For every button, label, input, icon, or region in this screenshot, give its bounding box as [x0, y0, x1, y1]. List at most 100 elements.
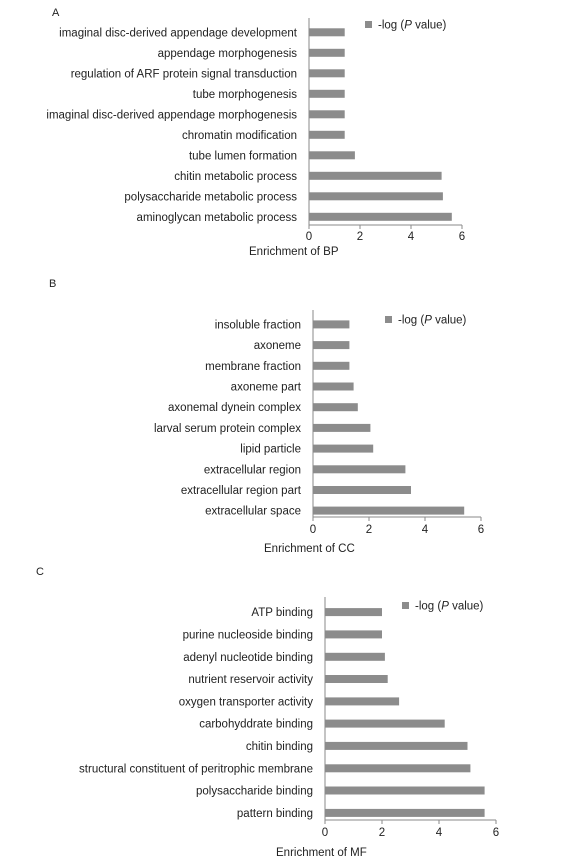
category-label: imaginal disc-derived appendage morphoge…: [46, 109, 297, 121]
bar-1: [325, 608, 382, 617]
bar-2: [309, 48, 345, 57]
category-label: extracellular region: [204, 464, 301, 476]
x-tick-label: 2: [366, 524, 372, 536]
bar-3: [325, 652, 385, 661]
panel-c: C ATP binding purine nucleoside binding ade…: [36, 566, 499, 859]
bar-4: [325, 675, 388, 683]
category-label: imaginal disc-derived appendage developm…: [59, 27, 298, 39]
x-tick-label: 2: [379, 827, 385, 839]
x-tick-label: 4: [408, 231, 415, 243]
bar-8: [313, 465, 406, 474]
x-tick-label: 2: [357, 231, 363, 243]
category-label: nutrient reservoir activity: [188, 674, 313, 686]
legend-label-italic: P: [424, 315, 432, 327]
panel-letter: B: [49, 278, 56, 290]
category-label: regulation of ARF protein signal transdu…: [71, 68, 297, 80]
x-tick-label: 0: [310, 524, 316, 536]
bar-10: [325, 808, 485, 817]
legend-label-suffix: value): [449, 601, 484, 613]
category-label: appendage morphogenesis: [158, 48, 298, 60]
legend: -log (P value): [385, 315, 467, 327]
category-label: axoneme part: [231, 382, 302, 394]
x-tick-label: 4: [436, 827, 443, 839]
legend-label-suffix: value): [432, 315, 467, 327]
category-label: chromatin modification: [182, 130, 297, 142]
x-axis-label: Enrichment of BP: [249, 246, 339, 258]
bar-5: [325, 697, 400, 706]
x-tick-label: 0: [306, 231, 312, 243]
legend-swatch: [385, 316, 392, 323]
legend: -log (P value): [365, 20, 447, 32]
category-label: purine nucleoside binding: [183, 629, 313, 641]
x-tick-label: 6: [478, 524, 484, 536]
bar-5: [313, 403, 358, 412]
bar-9: [309, 192, 443, 201]
legend-label-prefix: -log (: [378, 20, 404, 32]
bar-5: [309, 110, 345, 119]
legend-label: -log (P value): [415, 601, 484, 613]
legend-swatch: [365, 21, 372, 28]
legend-label-italic: P: [441, 601, 449, 613]
category-label: pattern binding: [237, 808, 313, 820]
category-label: extracellular region part: [181, 485, 302, 497]
bar-1: [309, 28, 345, 37]
category-label: polysaccharide binding: [196, 786, 313, 798]
legend-label-prefix: -log (: [415, 601, 441, 613]
bar-8: [309, 171, 442, 180]
category-label: membrane fraction: [205, 361, 301, 373]
category-label: insoluble fraction: [215, 319, 301, 331]
category-label: polysaccharide metabolic process: [124, 191, 297, 203]
bar-7: [309, 151, 355, 160]
bar-9: [313, 486, 411, 494]
category-label: carbohyddrate binding: [199, 719, 313, 731]
bar-3: [309, 69, 345, 78]
legend-label: -log (P value): [398, 315, 467, 327]
category-label: chitin metabolic process: [174, 171, 297, 183]
category-label: structural constituent of peritrophic me…: [79, 763, 313, 775]
x-tick-label: 0: [322, 827, 328, 839]
bar-4: [309, 89, 345, 98]
x-axis-label: Enrichment of CC: [264, 543, 355, 555]
category-label: lipid particle: [240, 444, 301, 456]
legend-label-prefix: -log (: [398, 315, 424, 327]
category-label: ATP binding: [251, 607, 313, 619]
category-label: aminoglycan metabolic process: [137, 212, 298, 224]
bar-6: [309, 130, 345, 139]
bar-7: [325, 741, 468, 750]
legend: -log (P value): [402, 601, 484, 613]
panel-letter: C: [36, 566, 44, 578]
x-tick-label: 4: [422, 524, 429, 536]
bar-4: [313, 382, 354, 391]
bar-8: [325, 764, 471, 773]
category-label: tube lumen formation: [189, 150, 297, 162]
bar-10: [313, 506, 465, 515]
legend-label-italic: P: [404, 20, 412, 32]
x-tick-label: 6: [493, 827, 499, 839]
category-label: oxygen transporter activity: [179, 696, 313, 708]
legend-label-suffix: value): [412, 20, 447, 32]
bar-9: [325, 786, 485, 795]
legend-label: -log (P value): [378, 20, 447, 32]
category-label: tube morphogenesis: [193, 89, 297, 101]
bar-2: [313, 341, 350, 350]
category-label: extracellular space: [205, 506, 301, 518]
category-label: axoneme: [254, 340, 301, 352]
category-label: larval serum protein complex: [154, 423, 301, 435]
bar-7: [313, 444, 374, 453]
x-axis-label: Enrichment of MF: [276, 847, 367, 859]
bar-6: [325, 719, 445, 728]
x-tick-label: 6: [459, 231, 465, 243]
bar-10: [309, 212, 452, 221]
category-label: adenyl nucleotide binding: [183, 652, 313, 664]
panel-letter: A: [52, 7, 60, 19]
legend-swatch: [402, 602, 409, 609]
bar-1: [313, 320, 350, 329]
category-label: chitin binding: [246, 741, 313, 753]
bar-6: [313, 423, 371, 432]
bar-2: [325, 630, 382, 639]
category-label: axonemal dynein complex: [168, 402, 301, 414]
bar-3: [313, 361, 350, 370]
